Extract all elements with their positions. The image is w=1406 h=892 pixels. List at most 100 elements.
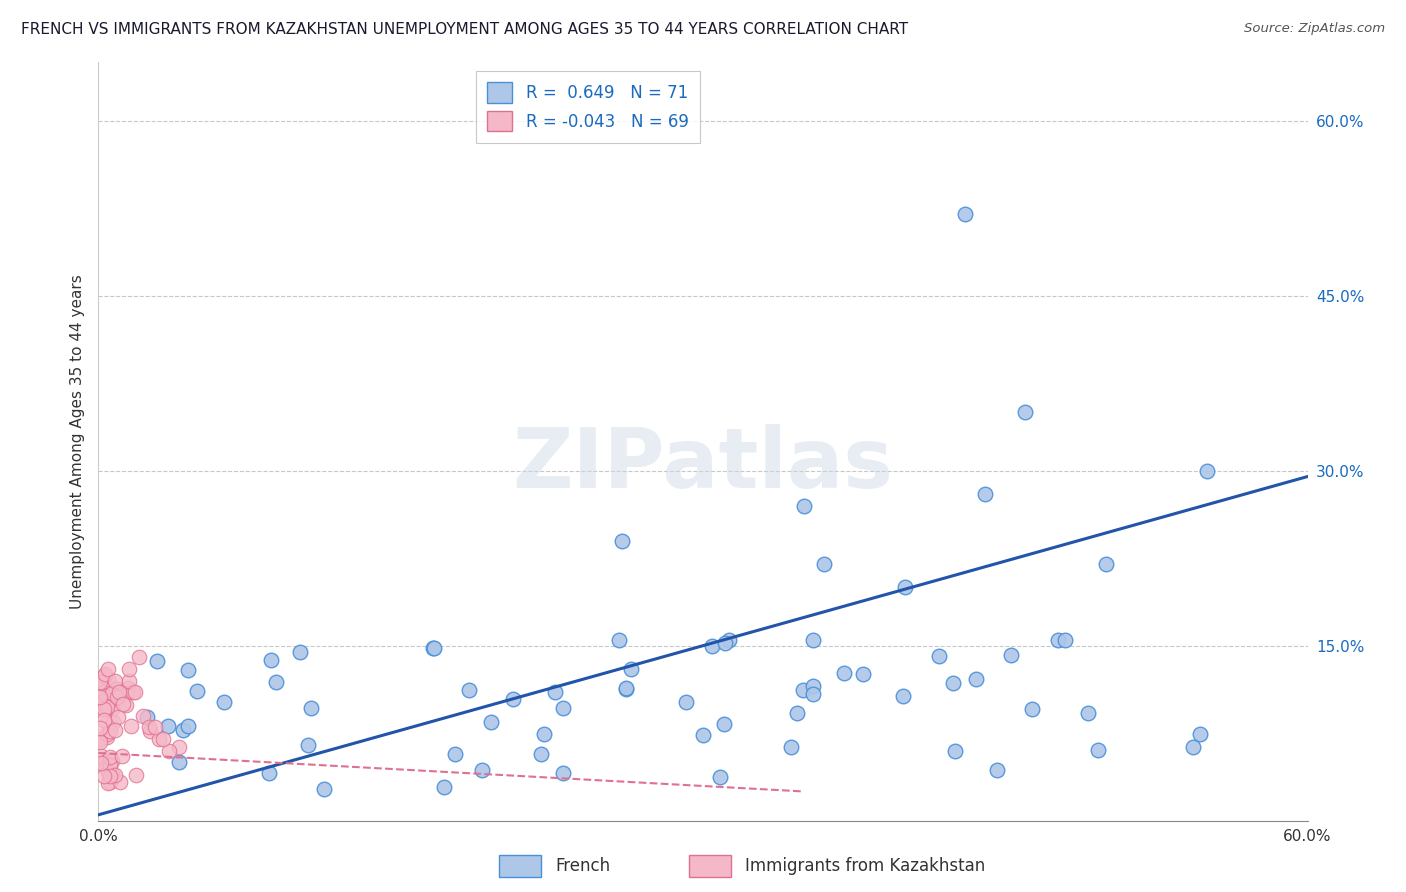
Point [96, 730, 118, 744]
Point [111, 749, 134, 764]
Point [1189, 726, 1212, 740]
Point [111, 697, 134, 711]
Point [94, 755, 117, 769]
Point [432, 780, 454, 794]
Point [288, 645, 311, 659]
Point [941, 676, 963, 690]
Point [100, 769, 122, 783]
FancyBboxPatch shape [689, 855, 731, 878]
Point [943, 744, 966, 758]
Point [852, 667, 875, 681]
Y-axis label: Unemployment Among Ages 35 to 44 years: Unemployment Among Ages 35 to 44 years [69, 274, 84, 609]
Point [792, 682, 814, 697]
Legend: R =  0.649   N = 71, R = -0.043   N = 69: R = 0.649 N = 71, R = -0.043 N = 69 [475, 70, 700, 143]
Point [502, 692, 524, 706]
Point [138, 720, 160, 734]
Point [813, 557, 835, 571]
Point [443, 747, 465, 761]
Point [103, 673, 125, 688]
Point [702, 639, 724, 653]
Point [479, 715, 502, 730]
Point [172, 723, 194, 738]
Point [297, 738, 319, 752]
Text: Source: ZipAtlas.com: Source: ZipAtlas.com [1244, 22, 1385, 36]
Point [98, 750, 121, 764]
Point [115, 698, 138, 713]
Text: ZIPatlas: ZIPatlas [513, 424, 893, 505]
Point [136, 710, 159, 724]
Point [98, 688, 121, 702]
Point [97, 765, 120, 780]
Point [612, 533, 634, 548]
Point [93, 713, 115, 727]
Point [104, 768, 127, 782]
Point [96, 727, 118, 741]
Point [965, 672, 987, 686]
Point [614, 681, 637, 696]
Point [614, 681, 637, 695]
Point [132, 708, 155, 723]
Point [89, 690, 111, 704]
Point [100, 686, 122, 700]
Point [104, 723, 127, 737]
Point [553, 766, 575, 780]
Point [186, 683, 208, 698]
Point [97, 662, 120, 676]
Point [93, 669, 115, 683]
Point [90, 695, 112, 709]
Point [1182, 739, 1205, 754]
Text: Immigrants from Kazakhstan: Immigrants from Kazakhstan [745, 857, 986, 875]
Point [299, 701, 322, 715]
Point [93, 769, 115, 783]
Point [1077, 706, 1099, 721]
Text: FRENCH VS IMMIGRANTS FROM KAZAKHSTAN UNEMPLOYMENT AMONG AGES 35 TO 44 YEARS CORR: FRENCH VS IMMIGRANTS FROM KAZAKHSTAN UNE… [21, 22, 908, 37]
Point [177, 663, 200, 677]
Point [1095, 557, 1118, 571]
Point [1087, 743, 1109, 757]
Point [152, 731, 174, 746]
Point [953, 207, 976, 221]
Point [98, 723, 121, 738]
Point [105, 681, 128, 696]
Text: French: French [555, 857, 610, 875]
Point [1021, 702, 1043, 716]
Point [97, 776, 120, 790]
Point [1014, 405, 1036, 419]
Point [89, 672, 111, 686]
Point [709, 770, 731, 784]
Point [832, 665, 855, 680]
Point [93, 708, 115, 723]
Point [692, 728, 714, 742]
Point [544, 685, 567, 699]
Point [212, 695, 235, 709]
Point [422, 641, 444, 656]
Point [167, 755, 190, 769]
Point [893, 689, 915, 703]
Point [90, 749, 112, 764]
Point [553, 701, 575, 715]
Point [98, 759, 121, 773]
Point [124, 685, 146, 699]
Point [93, 701, 115, 715]
Point [115, 686, 138, 700]
Point [96, 689, 118, 703]
Point [100, 754, 122, 768]
Point [786, 706, 808, 721]
Point [928, 648, 950, 663]
Point [89, 674, 111, 689]
Point [101, 702, 124, 716]
Point [264, 674, 287, 689]
Point [124, 767, 146, 781]
Point [148, 731, 170, 746]
Point [157, 744, 180, 758]
FancyBboxPatch shape [499, 855, 541, 878]
Point [90, 756, 112, 771]
Point [893, 580, 915, 594]
Point [779, 739, 801, 754]
Point [675, 695, 697, 709]
Point [145, 654, 167, 668]
Point [1000, 648, 1022, 663]
Point [89, 721, 111, 735]
Point [620, 662, 643, 676]
Point [470, 763, 492, 777]
